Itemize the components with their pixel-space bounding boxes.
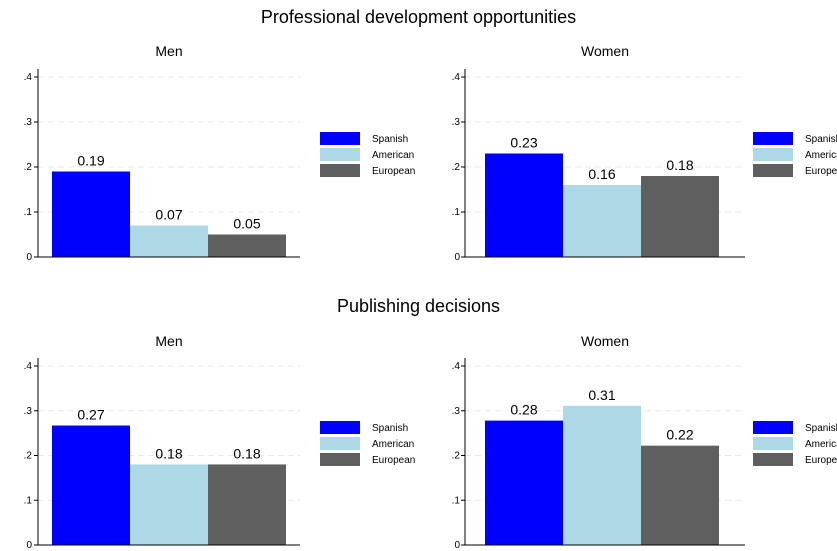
panel-title: Women <box>581 333 629 349</box>
bar-value-label: 0.07 <box>155 207 182 223</box>
bar <box>130 225 208 257</box>
legend-label: American <box>805 439 837 450</box>
y-tick-label: 0 <box>454 252 460 263</box>
legend-swatch <box>753 437 793 450</box>
y-tick-label: .2 <box>452 451 461 462</box>
group-title: Publishing decisions <box>337 296 500 316</box>
legend-label: European <box>805 166 837 177</box>
legend-label: American <box>372 439 414 450</box>
bar-value-label: 0.18 <box>155 445 182 461</box>
y-tick-label: .2 <box>452 162 461 173</box>
y-tick-label: .1 <box>452 207 461 218</box>
legend-label: European <box>805 455 837 466</box>
y-tick-label: .1 <box>24 495 33 506</box>
bar <box>52 171 130 257</box>
legend-label: Spanish <box>805 423 837 434</box>
y-tick-label: .4 <box>24 361 33 372</box>
panel-title: Men <box>155 333 182 349</box>
y-tick-label: .3 <box>24 117 33 128</box>
legend-swatch <box>753 164 793 177</box>
y-tick-label: .2 <box>24 451 33 462</box>
legend-label: Spanish <box>372 423 408 434</box>
legend-label: American <box>805 150 837 161</box>
y-tick-label: .4 <box>24 72 33 83</box>
bar-value-label: 0.05 <box>233 216 260 232</box>
bar-value-label: 0.22 <box>666 427 693 443</box>
bar <box>208 234 286 257</box>
bar-value-label: 0.18 <box>666 157 693 173</box>
bar <box>485 153 563 257</box>
bar-value-label: 0.31 <box>588 387 615 403</box>
legend-swatch <box>753 421 793 434</box>
bar <box>485 420 563 545</box>
y-tick-label: .3 <box>452 117 461 128</box>
y-tick-label: 0 <box>454 540 460 551</box>
y-tick-label: .1 <box>24 207 33 218</box>
legend-swatch <box>320 421 360 434</box>
bar <box>130 464 208 545</box>
legend-swatch <box>753 148 793 161</box>
legend-label: European <box>372 166 415 177</box>
y-tick-label: .1 <box>452 495 461 506</box>
y-tick-label: .4 <box>452 361 461 372</box>
legend-swatch <box>320 132 360 145</box>
bar <box>208 464 286 545</box>
bar <box>563 405 641 545</box>
legend-swatch <box>320 164 360 177</box>
bar <box>563 185 641 257</box>
bar-value-label: 0.16 <box>588 166 615 182</box>
bar-value-label: 0.28 <box>510 402 537 418</box>
bar-value-label: 0.18 <box>233 445 260 461</box>
bar <box>641 176 719 257</box>
y-tick-label: 0 <box>26 540 32 551</box>
y-tick-label: .3 <box>452 406 461 417</box>
bar-value-label: 0.27 <box>77 407 104 423</box>
panel-title: Men <box>155 43 182 59</box>
y-tick-label: .3 <box>24 406 33 417</box>
panel-title: Women <box>581 43 629 59</box>
legend-swatch <box>320 453 360 466</box>
legend-swatch <box>320 437 360 450</box>
legend-label: European <box>372 455 415 466</box>
bar-value-label: 0.23 <box>510 135 537 151</box>
group-title: Professional development opportunities <box>261 7 576 27</box>
legend-label: Spanish <box>805 134 837 145</box>
bar <box>641 445 719 545</box>
legend-label: American <box>372 150 414 161</box>
legend-swatch <box>753 132 793 145</box>
bar-value-label: 0.19 <box>77 153 104 169</box>
legend-swatch <box>320 148 360 161</box>
legend-label: Spanish <box>372 134 408 145</box>
y-tick-label: .4 <box>452 72 461 83</box>
y-tick-label: .2 <box>24 162 33 173</box>
bar <box>52 425 130 545</box>
y-tick-label: 0 <box>26 252 32 263</box>
legend-swatch <box>753 453 793 466</box>
